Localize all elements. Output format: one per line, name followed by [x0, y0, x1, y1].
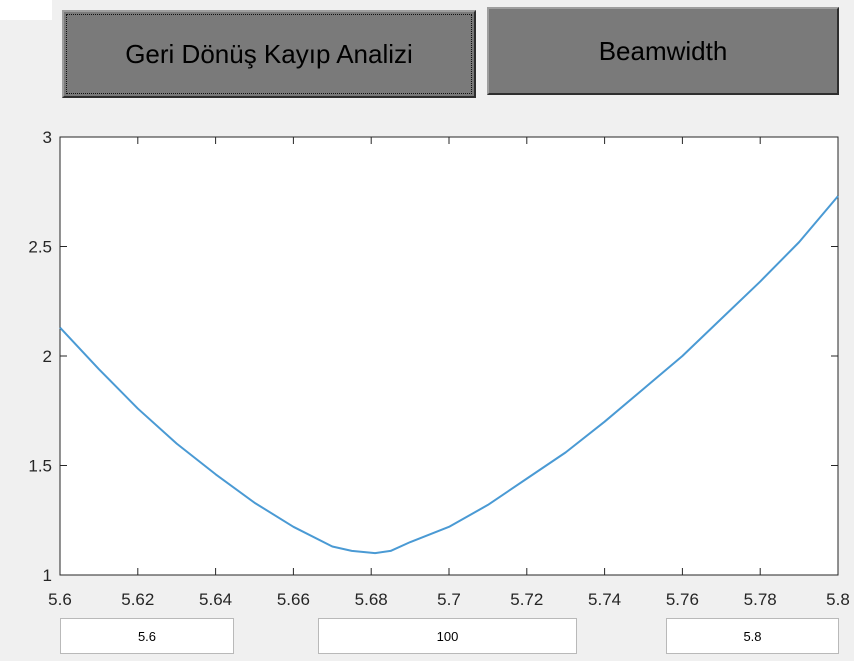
- return-loss-analysis-button[interactable]: Geri Dönüş Kayıp Analizi: [62, 10, 476, 98]
- x-tick-label: 5.76: [666, 590, 699, 609]
- x-tick-label: 5.8: [826, 590, 850, 609]
- plot-axes: 1 1.5 2 2.5 3 5.6 5.62 5.64 5.66 5.68 5.7 5.72 5.74…: [28, 128, 850, 609]
- y-tick-label: 2: [43, 347, 52, 366]
- x-tick-label: 5.6: [48, 590, 72, 609]
- x-tick-label: 5.62: [121, 590, 154, 609]
- x-tick-label: 5.68: [355, 590, 388, 609]
- x-tick-label: 5.72: [510, 590, 543, 609]
- beamwidth-button[interactable]: Beamwidth: [487, 7, 839, 95]
- y-tick-label: 1.5: [28, 457, 52, 476]
- freq-max-input[interactable]: 5.8: [666, 618, 839, 654]
- plot-area: [59, 136, 839, 576]
- x-tick-label: 5.7: [437, 590, 461, 609]
- freq-min-input[interactable]: 5.6: [60, 618, 234, 654]
- x-tick-label: 5.64: [199, 590, 232, 609]
- y-tick-label: 2.5: [28, 238, 52, 257]
- points-input[interactable]: 100: [318, 618, 577, 654]
- window-corner: [0, 0, 52, 20]
- y-tick-label: 1: [43, 566, 52, 585]
- y-tick-label: 3: [43, 128, 52, 147]
- series-line: [59, 195, 839, 555]
- x-tick-label: 5.78: [744, 590, 777, 609]
- x-tick-label: 5.66: [277, 590, 310, 609]
- x-tick-label: 5.74: [588, 590, 621, 609]
